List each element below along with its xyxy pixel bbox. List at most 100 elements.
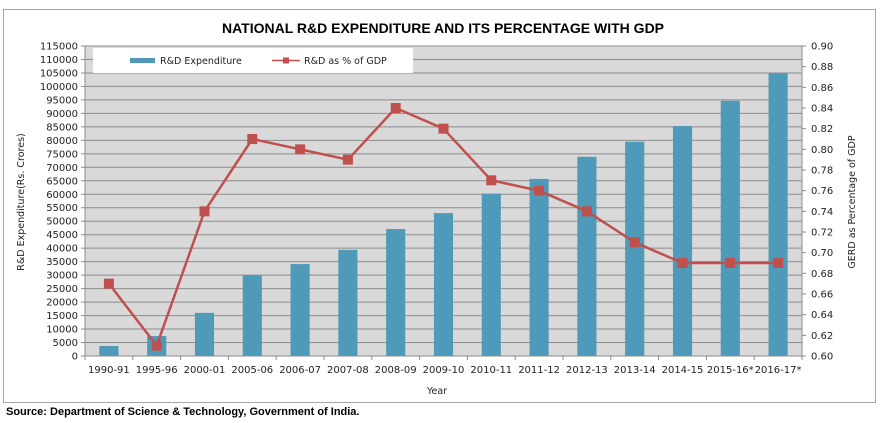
source-note: Source: Department of Science & Technolo… [6, 406, 360, 418]
x-tick-label: 2000-01 [184, 365, 226, 376]
bar [481, 193, 501, 356]
x-tick-label: 2007-08 [327, 365, 369, 376]
right-tick-label: 0.76 [811, 186, 833, 197]
left-tick-label: 25000 [46, 284, 78, 295]
legend-label-gdp: R&D as % of GDP [304, 56, 387, 67]
y2-axis-label: GERD as Percentage of GDP [847, 135, 858, 268]
bar [242, 275, 262, 356]
x-axis-label: Year [426, 386, 447, 397]
line-marker [103, 278, 114, 289]
left-tick-label: 0 [72, 352, 78, 363]
legend-line-marker [283, 57, 289, 64]
x-tick-label: 2014-15 [662, 365, 704, 376]
left-tick-label: 15000 [46, 311, 78, 322]
left-tick-label: 85000 [46, 122, 78, 133]
legend-bar-swatch [130, 58, 155, 63]
right-tick-label: 0.88 [811, 62, 833, 73]
x-tick-label: 2008-09 [375, 365, 417, 376]
line-marker [342, 154, 353, 165]
bar [672, 126, 693, 356]
line-marker [295, 144, 306, 155]
right-tick-label: 0.84 [811, 104, 833, 115]
left-tick-label: 80000 [46, 136, 78, 147]
bar [720, 100, 740, 356]
x-tick-label: 2013-14 [614, 365, 656, 376]
left-tick-label: 55000 [46, 203, 78, 214]
left-tick-label: 75000 [46, 149, 78, 160]
bar [625, 141, 645, 356]
bar [577, 156, 597, 356]
bar [194, 312, 215, 356]
x-tick-label: 2015-16* [707, 365, 754, 376]
line-marker [725, 258, 736, 268]
line-marker [677, 258, 688, 268]
left-tick-label: 100000 [40, 82, 78, 93]
left-tick-label: 10000 [46, 325, 78, 336]
left-axis: 0 5000 10000 15000 20000 25000 30000 35000 40000… [40, 42, 86, 363]
left-tick-label: 50000 [46, 217, 78, 228]
left-tick-label: 105000 [40, 68, 78, 79]
right-tick-label: 0.60 [811, 352, 833, 363]
left-tick-label: 115000 [40, 42, 78, 53]
bar [768, 73, 788, 357]
right-tick-label: 0.72 [811, 228, 833, 239]
left-tick-label: 20000 [46, 298, 78, 309]
legend: R&D Expenditure R&D as % of GDP [93, 48, 413, 73]
line-marker [199, 206, 210, 217]
line-series [103, 103, 784, 351]
x-tick-label: 2005-06 [231, 365, 273, 376]
left-tick-label: 35000 [46, 257, 78, 268]
left-tick-label: 30000 [46, 271, 78, 282]
bar [290, 264, 310, 356]
x-tick-label: 2006-07 [279, 365, 321, 376]
x-tick-label: 2016-17* [755, 365, 802, 376]
x-tick-label: 1995-96 [136, 365, 178, 376]
right-tick-label: 0.78 [811, 166, 833, 177]
left-tick-label: 60000 [46, 190, 78, 201]
x-tick-label: 2009-10 [423, 365, 465, 376]
right-axis: 0.60 0.62 0.64 0.66 0.68 0.70 0.72 0.74 0.76 0.78… [801, 42, 833, 363]
right-tick-label: 0.90 [811, 42, 833, 53]
line-marker [486, 175, 497, 186]
line-marker [581, 206, 592, 217]
left-tick-label: 5000 [53, 338, 78, 349]
x-tick-label: 2010-11 [470, 365, 512, 376]
left-tick-label: 95000 [46, 95, 78, 106]
bar [529, 178, 549, 356]
line-marker [247, 134, 258, 144]
bar [99, 346, 119, 356]
left-tick-label: 90000 [46, 109, 78, 120]
line-marker [534, 185, 545, 196]
x-tick-label: 1990-91 [88, 365, 130, 376]
x-axis: 1990-91 1995-96 2000-01 2005-06 2006-07 2007-… [84, 355, 803, 376]
left-tick-label: 45000 [46, 230, 78, 241]
right-tick-label: 0.68 [811, 269, 833, 280]
line-marker [438, 123, 449, 134]
x-tick-label: 2011-12 [518, 365, 560, 376]
right-tick-label: 0.70 [811, 248, 833, 259]
bar [386, 229, 406, 356]
left-tick-label: 70000 [46, 163, 78, 174]
line-marker [629, 237, 640, 248]
y-axis-label: R&D Expenditure(Rs. Crores) [16, 133, 27, 270]
x-tick-label: 2012-13 [566, 365, 608, 376]
bar-series [99, 73, 788, 357]
left-tick-label: 110000 [40, 55, 78, 66]
left-tick-label: 40000 [46, 244, 78, 255]
left-tick-label: 65000 [46, 176, 78, 187]
right-tick-label: 0.80 [811, 145, 833, 156]
bar [338, 249, 358, 356]
chart-title: NATIONAL R&D EXPENDITURE AND ITS PERCENT… [222, 20, 664, 36]
right-tick-label: 0.64 [811, 310, 833, 321]
legend-label-expenditure: R&D Expenditure [160, 56, 242, 67]
right-tick-label: 0.62 [811, 331, 833, 342]
line-marker [151, 340, 162, 351]
line-marker [390, 103, 401, 113]
bar [433, 213, 454, 356]
right-tick-label: 0.86 [811, 83, 833, 94]
line-marker [773, 258, 784, 268]
right-tick-label: 0.82 [811, 124, 833, 135]
right-tick-label: 0.66 [811, 290, 833, 301]
right-tick-label: 0.74 [811, 207, 833, 218]
